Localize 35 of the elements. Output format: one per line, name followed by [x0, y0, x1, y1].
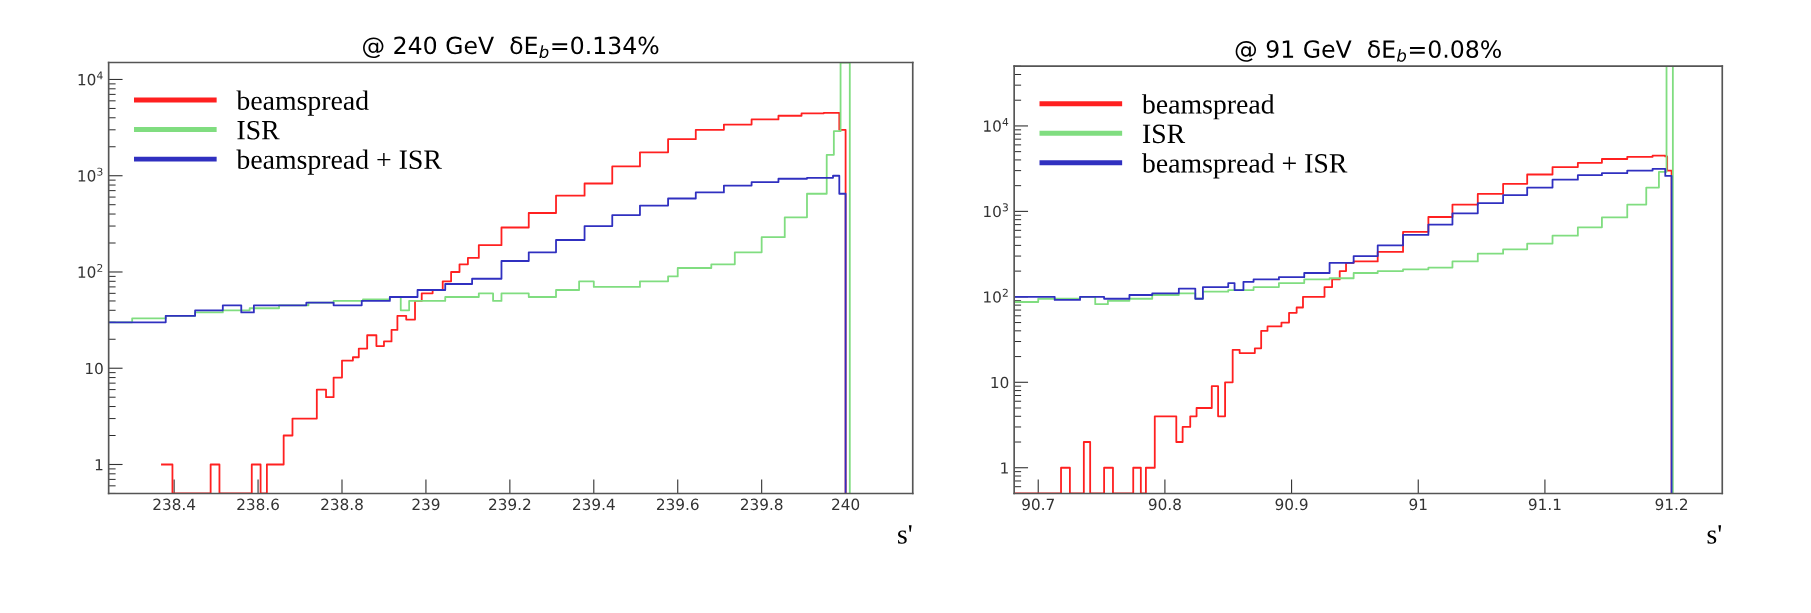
y-tick-label: 10$^{3}$	[984, 203, 1008, 218]
y-tick-label: 10	[86, 362, 103, 375]
y-tick-label: 10	[991, 376, 1009, 389]
legend-label: beamspread	[236, 90, 369, 116]
x-axis-title: s'	[1707, 525, 1722, 544]
y-tick-label: 1	[95, 459, 103, 471]
chart-title: @ 91 GeV δE$_{b}$=0.08%	[1235, 40, 1501, 62]
y-tick-label: 10$^{4}$	[78, 71, 103, 86]
x-tick-label: 239.2	[489, 498, 531, 511]
x-tick-label: 90.8	[1148, 498, 1181, 511]
x-tick-label: 239	[412, 498, 440, 511]
x-tick-label: 238.8	[321, 498, 363, 511]
x-tick-label: 239.6	[656, 498, 699, 511]
legend-label: beamspread	[1141, 94, 1275, 120]
legend-label: beamspread + ISR	[1141, 153, 1348, 179]
x-tick-label: 90.9	[1275, 498, 1308, 511]
legend-label: beamspread + ISR	[236, 149, 442, 175]
x-tick-label: 239.4	[573, 498, 615, 511]
legend-label: ISR	[1142, 124, 1186, 144]
chart-title: @ 240 GeV δE$_{b}$=0.134%	[363, 36, 659, 59]
x-tick-label: 238.4	[153, 498, 196, 511]
x-tick-label: 91.1	[1528, 498, 1561, 511]
x-tick-label: 238.6	[237, 498, 279, 511]
y-tick-label: 10$^{2}$	[984, 288, 1008, 303]
x-axis-title: s'	[898, 525, 912, 544]
y-tick-label: 10$^{3}$	[78, 167, 103, 182]
y-tick-label: 10$^{2}$	[78, 263, 103, 278]
y-tick-label: 1	[1001, 462, 1008, 474]
x-tick-label: 240	[832, 498, 860, 511]
x-tick-label: 239.8	[740, 498, 783, 511]
legend-label: ISR	[237, 120, 280, 140]
x-tick-label: 90.7	[1022, 498, 1054, 511]
x-tick-label: 91	[1409, 498, 1427, 511]
y-tick-label: 10$^{4}$	[984, 117, 1009, 132]
x-tick-label: 91.2	[1655, 498, 1688, 511]
